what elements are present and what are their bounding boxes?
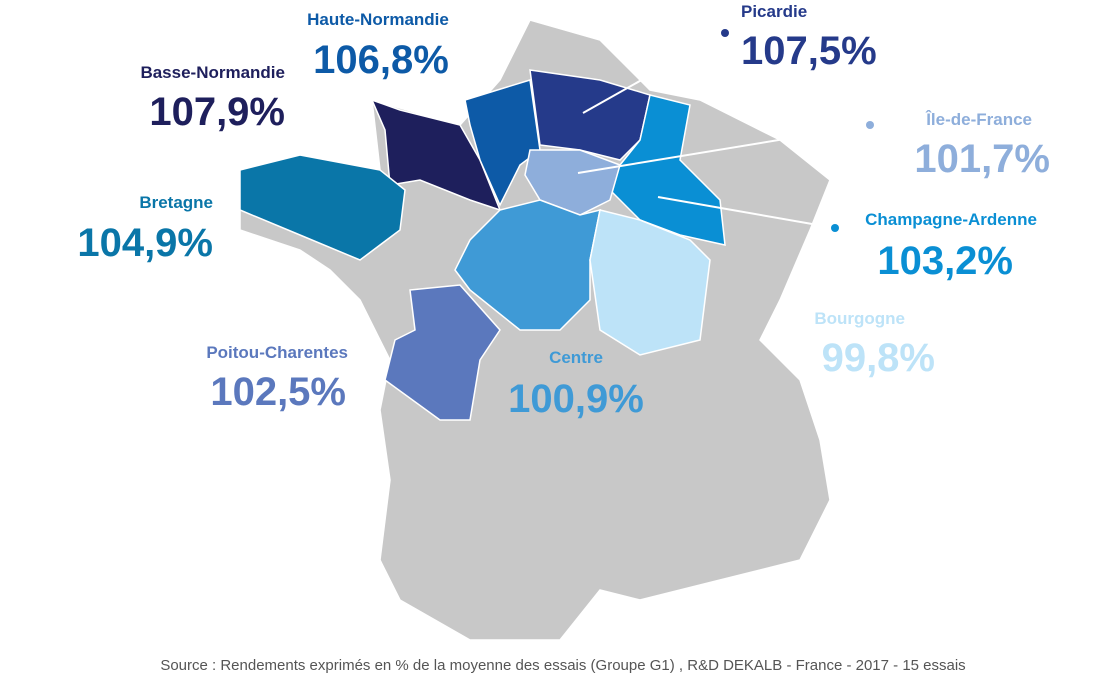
region-name: Centre bbox=[549, 348, 603, 367]
leader-line bbox=[582, 32, 726, 114]
region-centre bbox=[454, 199, 601, 331]
leader-line bbox=[657, 196, 836, 229]
region-champagne-ardenne bbox=[609, 94, 726, 246]
leader-dot bbox=[721, 29, 729, 37]
region-name: Basse-Normandie bbox=[140, 63, 285, 82]
leader-dot bbox=[831, 224, 839, 232]
region-name: Île-de-France bbox=[925, 110, 1032, 129]
region-name: Bourgogne bbox=[814, 309, 905, 328]
region-bourgogne bbox=[589, 209, 711, 356]
region-bretagne bbox=[239, 154, 406, 261]
region-basse-normandie bbox=[370, 98, 502, 212]
leader-dot bbox=[866, 121, 874, 129]
region-name: Poitou-Charentes bbox=[206, 343, 348, 362]
region-value: 107,5% bbox=[741, 29, 877, 73]
region-poitou-charentes bbox=[384, 284, 501, 421]
source-note: Source : Rendements exprimés en % de la … bbox=[160, 657, 965, 674]
region-ile-de-france bbox=[524, 149, 621, 216]
region-value: 101,7% bbox=[914, 137, 1050, 181]
leader-line bbox=[577, 124, 871, 174]
region-value: 100,9% bbox=[508, 377, 644, 421]
region-value: 106,8% bbox=[313, 38, 449, 82]
region-value: 99,8% bbox=[822, 336, 935, 380]
region-name: Bretagne bbox=[139, 193, 213, 212]
region-haute-normandie bbox=[464, 79, 541, 207]
region-value: 102,5% bbox=[210, 370, 346, 414]
region-value: 104,9% bbox=[77, 221, 213, 265]
region-name: Haute-Normandie bbox=[307, 10, 449, 29]
region-name: Picardie bbox=[741, 2, 807, 21]
region-value: 103,2% bbox=[877, 239, 1013, 283]
region-value: 107,9% bbox=[149, 90, 285, 134]
region-name: Champagne-Ardenne bbox=[865, 210, 1037, 229]
leaders bbox=[577, 29, 874, 232]
